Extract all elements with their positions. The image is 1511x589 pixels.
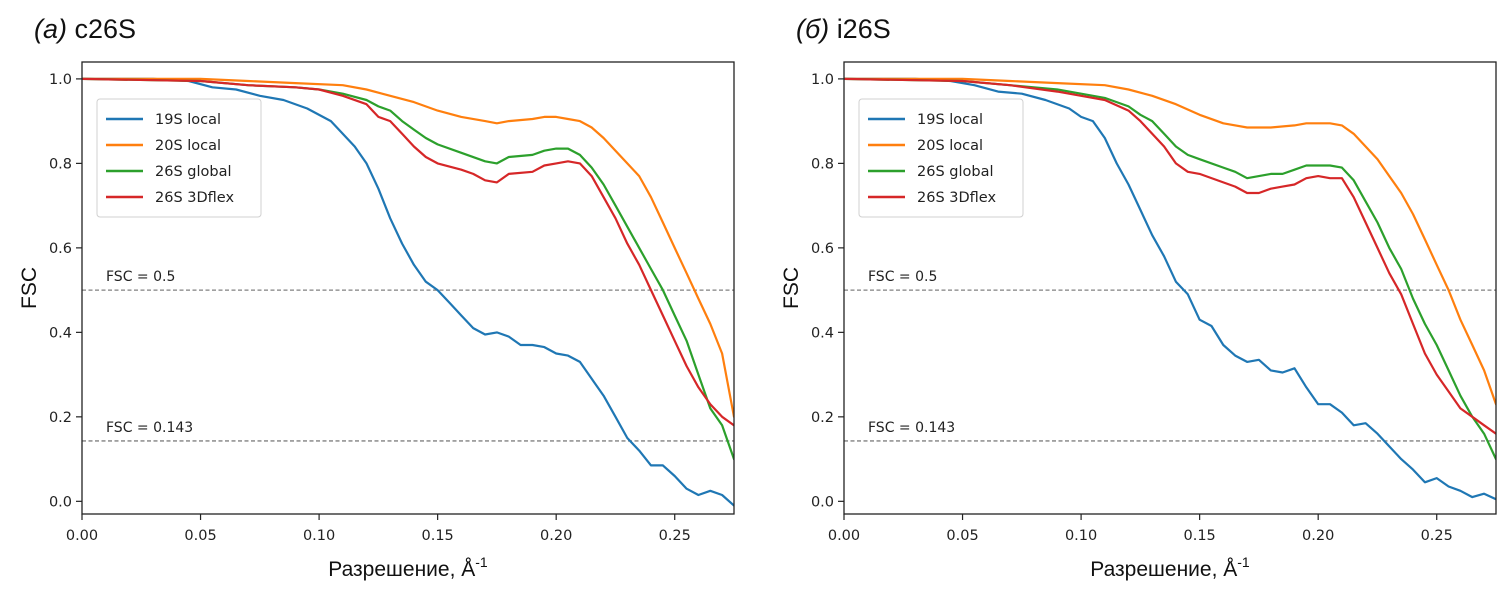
panel-name: c26S: [75, 14, 137, 44]
reference-line-label: FSC = 0.5: [106, 269, 175, 285]
panel-letter: (a): [34, 14, 67, 44]
legend-label: 26S 3Dflex: [917, 190, 996, 206]
legend-label: 26S global: [917, 164, 994, 180]
reference-line-label: FSC = 0.5: [868, 269, 937, 285]
legend-box: [96, 98, 262, 218]
series-line-26s-3dflex: [82, 77, 734, 427]
series-line-20s-local: [82, 77, 734, 418]
series-line-26s-3dflex: [844, 77, 1496, 435]
plot-frame: [81, 61, 735, 515]
y-tick-label: 1.0: [49, 72, 72, 88]
series-group: [844, 77, 1496, 501]
y-tick-label: 0.8: [811, 156, 834, 172]
y-tick-label: 0.2: [811, 410, 834, 426]
y-tick-label: 0.2: [49, 410, 72, 426]
y-tick-label: 0.4: [49, 325, 72, 341]
x-tick-label: 0.00: [66, 528, 98, 544]
legend-label: 19S local: [155, 112, 221, 128]
series-line-26s-global: [844, 77, 1496, 461]
x-tick-label: 0.20: [540, 528, 572, 544]
x-tick-label: 0.25: [659, 528, 691, 544]
y-tick-label: 0.8: [49, 156, 72, 172]
reference-line-label: FSC = 0.143: [106, 420, 193, 436]
y-tick-label: 1.0: [811, 72, 834, 88]
y-tick-label: 0.6: [49, 241, 72, 257]
x-tick-label: 0.05: [946, 528, 978, 544]
x-tick-label: 0.25: [1421, 528, 1453, 544]
y-tick-label: 0.0: [49, 494, 72, 510]
panel-b: (б) i26S FSC = 0.5 FSC = 0.143 0.00 0.05 0.1…: [780, 14, 1497, 581]
x-axis-label-superscript: -1: [475, 554, 488, 570]
series-line-20s-local: [844, 77, 1496, 406]
panel-name: i26S: [837, 14, 891, 44]
legend-box: [858, 98, 1024, 218]
x-axis-label: Разрешение, Å-1: [328, 554, 488, 581]
series-line-19s-local: [844, 77, 1496, 501]
reference-line-label: FSC = 0.143: [868, 420, 955, 436]
panel-title: (б) i26S: [796, 14, 891, 44]
legend: 19S local 20S local 26S global 26S 3Dflex: [858, 98, 1024, 218]
y-tick-label: 0.6: [811, 241, 834, 257]
x-axis-label-superscript: -1: [1237, 554, 1250, 570]
x-tick-label: 0.05: [184, 528, 216, 544]
x-tick-label: 0.00: [828, 528, 860, 544]
legend-label: 20S local: [917, 138, 983, 154]
x-axis-label-text: Разрешение, Å: [328, 558, 475, 581]
x-tick-label: 0.10: [303, 528, 335, 544]
legend-label: 19S local: [917, 112, 983, 128]
legend-label: 26S global: [155, 164, 232, 180]
x-tick-label: 0.15: [421, 528, 453, 544]
panel-a: (a) c26S FSC = 0.5 FSC = 0.143 0.00 0.05 0.1…: [18, 14, 735, 581]
y-axis-label: FSC: [780, 267, 803, 309]
series-group: [82, 77, 734, 507]
legend-label: 20S local: [155, 138, 221, 154]
panel-letter: (б): [796, 14, 829, 44]
x-axis-label: Разрешение, Å-1: [1090, 554, 1250, 581]
x-tick-label: 0.20: [1302, 528, 1334, 544]
series-line-26s-global: [82, 77, 734, 461]
x-axis-label-text: Разрешение, Å: [1090, 558, 1237, 581]
legend-label: 26S 3Dflex: [155, 190, 234, 206]
series-line-19s-local: [82, 77, 734, 507]
x-tick-label: 0.10: [1065, 528, 1097, 544]
y-tick-label: 0.4: [811, 325, 834, 341]
legend: 19S local 20S local 26S global 26S 3Dflex: [96, 98, 262, 218]
plot-frame: [843, 61, 1497, 515]
y-tick-label: 0.0: [811, 494, 834, 510]
panel-title: (a) c26S: [34, 14, 136, 44]
x-tick-label: 0.15: [1183, 528, 1215, 544]
y-axis-label: FSC: [18, 267, 41, 309]
